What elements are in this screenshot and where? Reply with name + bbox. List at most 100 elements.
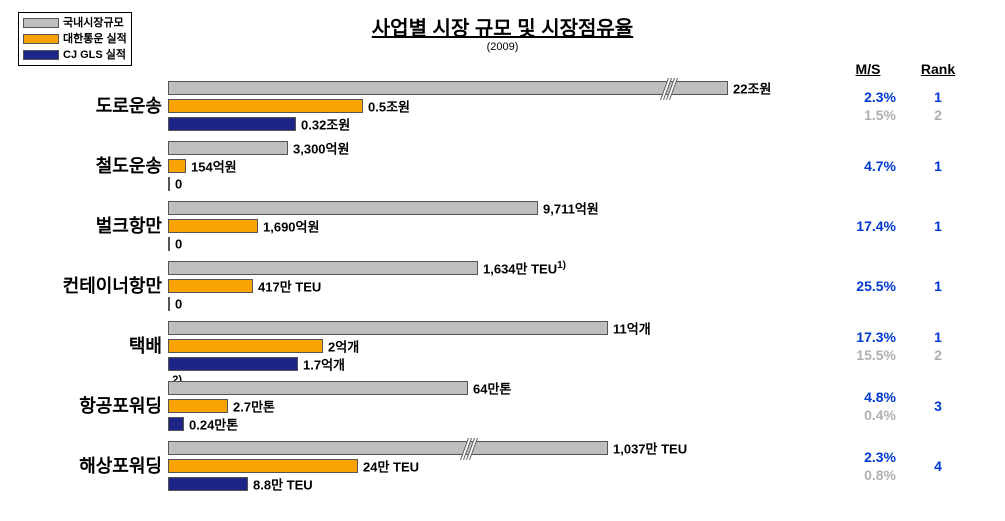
bar-value-label: 0 [175, 297, 182, 312]
rank-value: 1 [908, 88, 968, 106]
bar-dh: 154억원 [168, 159, 186, 173]
category-label: 택배 [18, 319, 168, 373]
category-label: 해상포워딩 [18, 439, 168, 493]
legend-swatch [23, 34, 59, 44]
legend-swatch [23, 18, 59, 28]
legend-item: 대한통운 실적 [23, 31, 127, 47]
rank-value: 1 [908, 217, 968, 235]
ms-value: 2.3% [828, 88, 896, 106]
bar-row: 2.7만톤 [168, 397, 828, 415]
ms-value: 4.8% [828, 388, 896, 406]
category-label: 도로운송 [18, 79, 168, 133]
bar-cj: 8.8만 TEU [168, 477, 248, 491]
ms-column: 4.8%0.4% [828, 379, 908, 433]
bars-column: 64만톤 2.7만톤 0.24만톤 [168, 379, 828, 433]
bar-row: 22조원 [168, 79, 828, 97]
bar-value-label: 0 [175, 177, 182, 192]
bar-cj: 0.24만톤 [168, 417, 184, 431]
category-group: 철도운송3,300억원154억원04.7%1 [18, 139, 987, 193]
bar-cj: 0.32조원 [168, 117, 296, 131]
category-group: 해상포워딩1,037만 TEU24만 TEU8.8만 TEU2.3%0.8%4 [18, 439, 987, 493]
bar-value-label: 0.5조원 [368, 97, 410, 116]
bar-value-label: 8.8만 TEU [253, 475, 313, 494]
ms-value: 17.4% [828, 217, 896, 235]
bar-row: 3,300억원 [168, 139, 828, 157]
footnote-marker: 1) [557, 260, 566, 271]
bars-column: 11억개2억개1.7억개 [168, 319, 828, 373]
rank-column: 12 [908, 79, 968, 133]
legend-label: 국내시장규모 [63, 15, 124, 31]
ms-column: 17.4% [828, 199, 908, 253]
bar-row: 0.32조원 [168, 115, 828, 133]
bar-row: 1,690억원 [168, 217, 828, 235]
bar-value-label: 1,634만 TEU1) [483, 259, 566, 278]
bars-column: 22조원 0.5조원 0.32조원 [168, 79, 828, 133]
bar-row: 24만 TEU [168, 457, 828, 475]
bar-value-label: 2.7만톤 [233, 397, 275, 416]
bar-value-label: 22조원 [733, 79, 771, 98]
ms-column: 4.7% [828, 139, 908, 193]
ms-column: 17.3%15.5% [828, 319, 908, 373]
category-group: 컨테이너항만1,634만 TEU1)417만 TEU025.5% 1 [18, 259, 987, 313]
bar-market: 64만톤 [168, 381, 468, 395]
category-label: 항공포워딩2) [18, 379, 168, 433]
bar-cj: 0 [168, 237, 170, 251]
ms-value: 25.5% [828, 277, 896, 295]
ms-column: 2.3%0.8% [828, 439, 908, 493]
bar-chart: 도로운송22조원0.5조원0.32조원2.3%1.5%12철도운송3,300억원… [18, 79, 987, 493]
ms-value: 2.3% [828, 448, 896, 466]
bar-row: 9,711억원 [168, 199, 828, 217]
bar-row: 1.7억개 [168, 355, 828, 373]
bar-row: 0 [168, 295, 828, 313]
bar-row: 0 [168, 175, 828, 193]
bar-dh: 2.7만톤 [168, 399, 228, 413]
bar-dh: 1,690억원 [168, 219, 258, 233]
bar-value-label: 1,037만 TEU [613, 439, 687, 458]
bar-market: 1,037만 TEU [168, 441, 608, 455]
bar-dh: 0.5조원 [168, 99, 363, 113]
header-ms: M/S [828, 61, 908, 77]
bar-value-label: 0.32조원 [301, 115, 350, 134]
bar-value-label: 1,690억원 [263, 217, 319, 236]
rank-value: 2 [908, 106, 968, 124]
ms-value: 1.5% [828, 106, 896, 124]
bar-cj: 0 [168, 297, 170, 311]
bar-row: 1,037만 TEU [168, 439, 828, 457]
ms-value: 4.7% [828, 157, 896, 175]
ms-column: 25.5% [828, 259, 908, 313]
bar-row: 1,634만 TEU1) [168, 259, 828, 277]
rank-column: 3 [908, 379, 968, 433]
ms-value: 0.8% [828, 466, 896, 484]
legend-label: CJ GLS 실적 [63, 47, 126, 63]
ms-value: 0.4% [828, 406, 896, 424]
bars-column: 1,634만 TEU1)417만 TEU0 [168, 259, 828, 313]
bar-market: 3,300억원 [168, 141, 288, 155]
bar-value-label: 9,711억원 [543, 199, 599, 218]
bar-row: 2억개 [168, 337, 828, 355]
chart-title-block: 사업별 시장 규모 및 시장점유율 (2009) [18, 12, 987, 53]
bar-row: 0 [168, 235, 828, 253]
bar-dh: 24만 TEU [168, 459, 358, 473]
legend-swatch [23, 50, 59, 60]
bar-market: 11억개 [168, 321, 608, 335]
bar-value-label: 64만톤 [473, 379, 511, 398]
bar-value-label: 3,300억원 [293, 139, 349, 158]
bar-value-label: 11억개 [613, 319, 651, 338]
legend: 국내시장규모대한통운 실적CJ GLS 실적 [18, 12, 132, 66]
header-rank: Rank [908, 61, 968, 77]
column-headers: M/S Rank [18, 61, 987, 77]
bar-row: 0.5조원 [168, 97, 828, 115]
bar-row: 64만톤 [168, 379, 828, 397]
legend-item: CJ GLS 실적 [23, 47, 127, 63]
bar-value-label: 0 [175, 237, 182, 252]
category-label: 컨테이너항만 [18, 259, 168, 313]
ms-value: 15.5% [828, 346, 896, 364]
rank-column: 1 [908, 139, 968, 193]
category-group: 택배11억개2억개1.7억개17.3%15.5%12 [18, 319, 987, 373]
bars-column: 9,711억원 1,690억원 0 [168, 199, 828, 253]
category-group: 도로운송 22조원 0.5조원 0.32조원 2.3%1.5% 12 [18, 79, 987, 133]
rank-column: 1 [908, 199, 968, 253]
bar-row: 154억원 [168, 157, 828, 175]
bars-column: 3,300억원 154억원 0 [168, 139, 828, 193]
rank-column: 1 [908, 259, 968, 313]
